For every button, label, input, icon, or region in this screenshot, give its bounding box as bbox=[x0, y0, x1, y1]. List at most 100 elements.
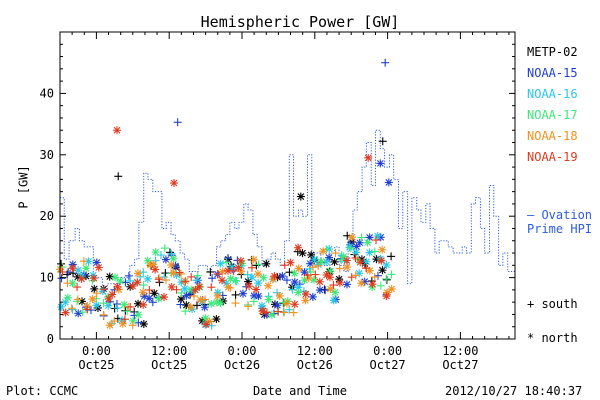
data-point-noaa-18 bbox=[105, 321, 114, 330]
data-point-noaa-18 bbox=[289, 308, 298, 317]
data-point-noaa-19 bbox=[187, 272, 196, 281]
data-point-noaa-19 bbox=[229, 266, 238, 275]
data-point-noaa-19 bbox=[311, 270, 320, 279]
data-point-noaa-19 bbox=[274, 307, 283, 316]
data-point-metp-02 bbox=[298, 249, 307, 258]
data-point-noaa-16 bbox=[329, 296, 338, 305]
data-point-noaa-17 bbox=[116, 277, 125, 286]
data-point-noaa-17 bbox=[363, 238, 372, 247]
legend-entry-noaa-16: NOAA-16 bbox=[527, 87, 578, 101]
data-point-noaa-19 bbox=[364, 153, 373, 162]
data-point-noaa-17 bbox=[264, 295, 273, 304]
data-point-noaa-16 bbox=[143, 274, 152, 283]
data-point-metp-02 bbox=[330, 257, 339, 266]
data-point-noaa-19 bbox=[372, 236, 381, 245]
data-point-noaa-18 bbox=[309, 263, 318, 272]
data-point-noaa-17 bbox=[82, 264, 91, 273]
data-point-noaa-19 bbox=[290, 300, 299, 309]
data-point-noaa-19 bbox=[301, 290, 310, 299]
data-point-noaa-17 bbox=[259, 273, 268, 282]
x-tick-label-time: 12:00 bbox=[442, 344, 478, 358]
data-point-noaa-19 bbox=[120, 315, 129, 324]
data-point-noaa-15 bbox=[384, 178, 393, 187]
legend-entry-metp-02: METP-02 bbox=[527, 45, 578, 59]
plot-frame bbox=[59, 31, 516, 340]
data-point-metp-02 bbox=[262, 259, 271, 268]
data-point-noaa-16 bbox=[243, 270, 252, 279]
data-point-noaa-18 bbox=[186, 303, 195, 312]
data-point-noaa-19 bbox=[351, 254, 360, 263]
data-point-noaa-19 bbox=[170, 179, 179, 188]
data-point-noaa-17 bbox=[346, 244, 355, 253]
data-point-noaa-15 bbox=[121, 278, 130, 287]
data-point-noaa-17 bbox=[339, 252, 348, 261]
data-point-noaa-19 bbox=[303, 271, 312, 280]
data-points-layer bbox=[56, 58, 396, 330]
data-point-noaa-15 bbox=[86, 306, 95, 315]
data-point-noaa-18 bbox=[128, 321, 137, 330]
data-point-noaa-18 bbox=[347, 233, 356, 242]
data-point-noaa-18 bbox=[224, 283, 233, 292]
data-point-noaa-18 bbox=[162, 276, 171, 285]
data-point-noaa-19 bbox=[113, 282, 122, 291]
data-point-noaa-16 bbox=[310, 255, 319, 264]
data-point-noaa-19 bbox=[126, 302, 135, 311]
data-point-noaa-15 bbox=[182, 291, 191, 300]
data-point-noaa-18 bbox=[319, 247, 328, 256]
data-point-noaa-18 bbox=[73, 295, 82, 304]
data-point-noaa-18 bbox=[92, 289, 101, 298]
data-point-metp-02 bbox=[212, 315, 221, 324]
data-point-noaa-15 bbox=[74, 309, 83, 318]
data-point-noaa-19 bbox=[234, 263, 243, 272]
data-point-noaa-19 bbox=[262, 308, 271, 317]
data-point-noaa-17 bbox=[99, 299, 108, 308]
x-tick-label-time: 0:00 bbox=[228, 344, 257, 358]
data-point-noaa-19 bbox=[207, 283, 216, 292]
data-point-noaa-19 bbox=[382, 292, 391, 301]
data-point-metp-02 bbox=[134, 299, 143, 308]
data-point-noaa-18 bbox=[138, 288, 147, 297]
data-point-metp-02 bbox=[105, 272, 114, 281]
data-point-noaa-19 bbox=[325, 273, 334, 282]
data-point-noaa-19 bbox=[342, 256, 351, 265]
data-point-metp-02 bbox=[387, 252, 396, 261]
x-tick-label-date: Oct25 bbox=[78, 358, 114, 372]
data-point-noaa-17 bbox=[143, 256, 152, 265]
data-point-noaa-16 bbox=[192, 276, 201, 285]
data-point-noaa-17 bbox=[111, 273, 120, 282]
data-point-noaa-18 bbox=[264, 281, 273, 290]
data-point-noaa-16 bbox=[74, 266, 83, 275]
data-point-noaa-19 bbox=[73, 283, 82, 292]
data-point-noaa-17 bbox=[249, 297, 258, 306]
data-point-noaa-18 bbox=[282, 299, 291, 308]
data-point-metp-02 bbox=[307, 250, 316, 259]
data-point-noaa-18 bbox=[244, 302, 253, 311]
data-point-noaa-17 bbox=[294, 288, 303, 297]
data-point-noaa-18 bbox=[88, 295, 97, 304]
data-point-noaa-16 bbox=[294, 283, 303, 292]
data-point-metp-02 bbox=[150, 289, 159, 298]
data-point-noaa-16 bbox=[68, 305, 77, 314]
data-point-noaa-18 bbox=[63, 279, 72, 288]
data-point-noaa-16 bbox=[247, 273, 256, 282]
data-point-noaa-17 bbox=[322, 245, 331, 254]
data-point-noaa-19 bbox=[202, 320, 211, 329]
data-point-metp-02 bbox=[378, 137, 387, 146]
y-tick-label: 10 bbox=[40, 271, 54, 285]
data-point-noaa-15 bbox=[124, 271, 133, 280]
data-point-metp-02 bbox=[378, 266, 387, 275]
data-point-noaa-16 bbox=[288, 285, 297, 294]
data-point-metp-02 bbox=[192, 301, 201, 310]
legend-south-marker: + south bbox=[527, 297, 578, 311]
data-point-noaa-19 bbox=[286, 258, 295, 267]
data-point-noaa-18 bbox=[343, 263, 352, 272]
data-point-noaa-16 bbox=[104, 301, 113, 310]
data-point-noaa-15 bbox=[376, 159, 385, 168]
data-point-noaa-19 bbox=[218, 276, 227, 285]
data-point-noaa-19 bbox=[335, 278, 344, 287]
legend-entry-noaa-15: NOAA-15 bbox=[527, 66, 578, 80]
y-axis-label: P [GW] bbox=[16, 165, 31, 209]
data-point-noaa-16 bbox=[355, 269, 364, 278]
data-point-noaa-17 bbox=[216, 298, 225, 307]
data-point-noaa-16 bbox=[352, 248, 361, 257]
